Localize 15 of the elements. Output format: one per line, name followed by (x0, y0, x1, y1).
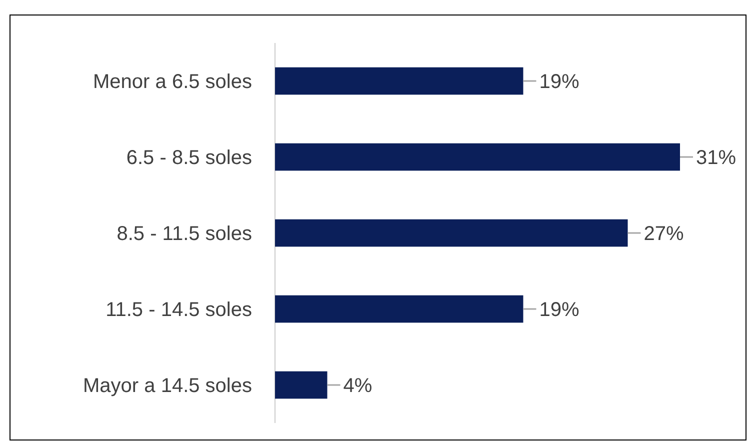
data-label: 4% (343, 375, 372, 397)
bar (275, 295, 524, 323)
y-tick-label: 8.5 - 11.5 soles (116, 223, 252, 245)
data-label: 27% (644, 223, 684, 245)
bar (275, 219, 628, 247)
y-tick-label: 11.5 - 14.5 soles (106, 299, 252, 321)
bar (275, 67, 524, 95)
y-tick-label: Menor a 6.5 soles (93, 71, 252, 93)
data-label: 19% (539, 299, 580, 321)
y-tick-label: 6.5 - 8.5 soles (126, 147, 252, 169)
bar (275, 371, 328, 399)
data-label: 19% (539, 71, 580, 93)
bar (275, 143, 680, 171)
y-tick-label: Mayor a 14.5 soles (83, 375, 252, 397)
data-label: 31% (696, 147, 736, 169)
